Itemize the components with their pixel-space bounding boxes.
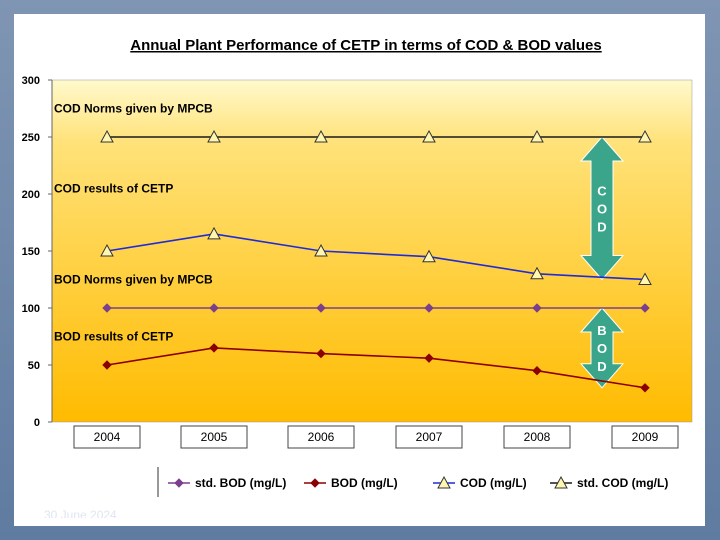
data-point-bod [102,360,112,370]
data-point-std-cod [207,129,221,143]
arrow-label-letter: B [597,323,606,338]
legend-label-cod: COD (mg/L) [460,476,527,490]
y-tick-label: 0 [34,417,40,429]
x-category-box [503,425,571,449]
y-tick-label: 100 [22,303,40,315]
data-point-cod [530,266,544,280]
data-point-cod [100,243,114,257]
arrow-label-letter: O [597,341,607,356]
legend-label-std-cod: std. COD (mg/L) [577,476,668,490]
data-point-cod [207,226,221,240]
data-point-std-bod [209,303,219,313]
x-category-label: 2004 [94,430,121,444]
data-point-cod [422,249,436,263]
series-line-bod [106,347,646,389]
data-point-bod [532,365,542,376]
arrow-label-letter: D [597,219,606,234]
x-category-label: 2009 [632,430,659,444]
y-tick-label: 300 [22,75,40,87]
x-category-box [395,425,463,449]
data-point-bod [640,383,650,393]
chart-annotation: COD results of CETP [54,181,173,195]
arrow-label-letter: O [597,201,607,216]
x-category-box [73,425,141,449]
chart-annotation: BOD results of CETP [54,330,173,344]
x-category-box [287,425,355,449]
x-category-label: 2006 [308,430,335,444]
data-point-std-bod [102,303,112,313]
series-line-cod [106,233,646,281]
x-category-box [180,425,248,449]
data-point-std-cod [530,129,544,143]
x-category-box [611,425,679,449]
y-tick-label: 50 [28,360,40,372]
x-category-label: 2005 [201,430,228,444]
data-point-std-bod [532,303,542,313]
y-tick-label: 200 [22,189,40,201]
data-point-bod [424,353,434,363]
data-point-bod [316,348,326,359]
legend-marker-std-cod [554,475,568,489]
arrow-label-letter: D [597,359,606,374]
y-tick-label: 150 [22,246,40,258]
footer-date: 30 June 2024 [44,509,117,518]
data-point-std-cod [422,129,436,143]
arrow-label-letter: C [597,183,607,198]
legend-label-std-bod: std. BOD (mg/L) [195,476,286,490]
legend-marker-bod [310,478,320,488]
data-point-bod [209,343,219,353]
double-arrow-icon [579,136,625,281]
data-point-std-bod [424,303,434,313]
data-point-cod [314,243,328,257]
legend-box [155,465,690,497]
chart-annotation: COD Norms given by MPCB [54,102,213,116]
data-point-std-bod [640,303,650,313]
x-category-label: 2007 [416,430,443,444]
chart-title: Annual Plant Performance of CETP in term… [130,37,601,54]
double-arrow-icon [579,307,625,389]
legend-marker-cod [437,475,451,489]
data-point-cod [638,272,652,285]
data-point-std-bod [316,303,326,313]
legend-label-bod: BOD (mg/L) [331,476,398,490]
x-category-label: 2008 [524,430,551,444]
data-point-std-cod [100,129,114,143]
legend-marker-std-bod [174,478,184,488]
chart-annotation: BOD Norms given by MPCB [54,273,213,287]
data-point-std-cod [314,129,328,143]
data-point-std-cod [638,129,652,143]
y-tick-label: 250 [22,132,40,144]
